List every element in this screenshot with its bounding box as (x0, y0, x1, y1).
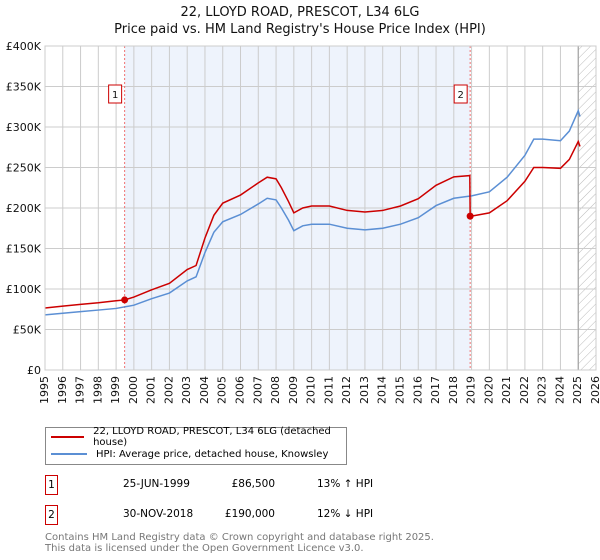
x-tick-label: 2003 (180, 376, 193, 404)
sale-label-box (453, 84, 468, 104)
x-tick-label: 2022 (518, 376, 531, 404)
y-tick-label: £350K (6, 81, 42, 94)
sale-point (466, 212, 474, 220)
x-tick-label: 2015 (393, 376, 406, 404)
x-tick-label: 2008 (269, 376, 282, 404)
chart-title: 22, LLOYD ROAD, PRESCOT, L34 6LG (180, 5, 420, 20)
plot-area: 1995 1996 1997 1998 1999 2000 2001 2002 2003 2004… (6, 40, 600, 404)
sale-label: 2 (457, 90, 463, 101)
y-tick-label: £300K (6, 121, 42, 134)
x-tick-label: 2014 (376, 376, 389, 404)
sale-label: 1 (112, 90, 118, 101)
x-tick-label: 2026 (589, 376, 600, 404)
sale-row-2: 2 30-NOV-2018 £190,000 12% ↓ HPI (45, 505, 445, 525)
y-tick-label: £50K (13, 324, 42, 337)
legend-swatch-property (51, 436, 85, 438)
x-tick-label: 2021 (500, 376, 513, 404)
legend-label-hpi: HPI: Average price, detached house, Know… (96, 448, 329, 460)
legend: 22, LLOYD ROAD, PRESCOT, L34 6LG (detach… (45, 426, 347, 465)
chart-subtitle: Price paid vs. HM Land Registry's House … (114, 22, 486, 37)
y-tick-label: £150K (6, 243, 42, 256)
series-line (44, 108, 581, 316)
x-tick-label: 2005 (216, 376, 229, 404)
x-tick-label: 2018 (447, 376, 460, 404)
x-tick-label: 2004 (198, 376, 211, 404)
x-tick-label: 2007 (251, 376, 264, 404)
x-tick-label: 2002 (162, 376, 175, 404)
sale-row-1: 1 25-JUN-1999 £86,500 13% ↑ HPI (45, 475, 445, 495)
x-tick-label: 2025 (571, 376, 584, 404)
x-tick-label: 2017 (429, 376, 442, 404)
x-tick-label: 2000 (127, 376, 140, 404)
sale-marker-label: 1 (45, 475, 58, 495)
x-tick-label: 2019 (465, 376, 478, 404)
legend-label-property: 22, LLOYD ROAD, PRESCOT, L34 6LG (detach… (93, 426, 331, 448)
sale-date: 30-NOV-2018 (123, 508, 194, 520)
x-tick-label: 2023 (536, 376, 549, 404)
x-tick-label: 2009 (287, 376, 300, 404)
sale-hpi-diff: 12% ↓ HPI (317, 508, 374, 520)
series-line (44, 139, 581, 309)
x-tick-label: 1999 (109, 376, 122, 404)
footer-line-1: Contains HM Land Registry data © Crown c… (45, 532, 434, 543)
sale-label-box (108, 84, 123, 104)
x-tick-label: 2011 (322, 376, 335, 404)
y-tick-label: £400K (6, 40, 42, 53)
x-tick-label: 1995 (38, 376, 51, 404)
x-tick-label: 1996 (56, 376, 69, 404)
x-tick-label: 2020 (482, 376, 495, 404)
x-tick-label: 2001 (145, 376, 158, 404)
x-tick-label: 2016 (411, 376, 424, 404)
x-tick-label: 1997 (74, 376, 87, 404)
x-tick-label: 2006 (234, 376, 247, 404)
x-tick-label: 1998 (91, 376, 104, 404)
sale-price: £86,500 (231, 478, 275, 490)
y-tick-label: £0 (27, 364, 41, 377)
y-tick-label: £250K (6, 162, 42, 175)
sale-price: £190,000 (224, 508, 275, 520)
sale-hpi-diff: 13% ↑ HPI (317, 478, 374, 490)
footer: Contains HM Land Registry data © Crown c… (45, 532, 434, 554)
sale-date: 25-JUN-1999 (123, 478, 190, 490)
plot-border (44, 45, 597, 371)
sale-marker-label: 2 (45, 505, 58, 525)
x-tick-label: 2024 (553, 376, 566, 404)
footer-line-2: This data is licensed under the Open Gov… (45, 543, 364, 554)
x-tick-label: 2010 (305, 376, 318, 404)
x-tick-label: 2012 (340, 376, 353, 404)
sale-point (121, 296, 129, 304)
y-tick-label: £200K (6, 202, 42, 215)
y-tick-label: £100K (6, 283, 42, 296)
x-tick-label: 2013 (358, 376, 371, 404)
legend-swatch-hpi (51, 453, 87, 455)
